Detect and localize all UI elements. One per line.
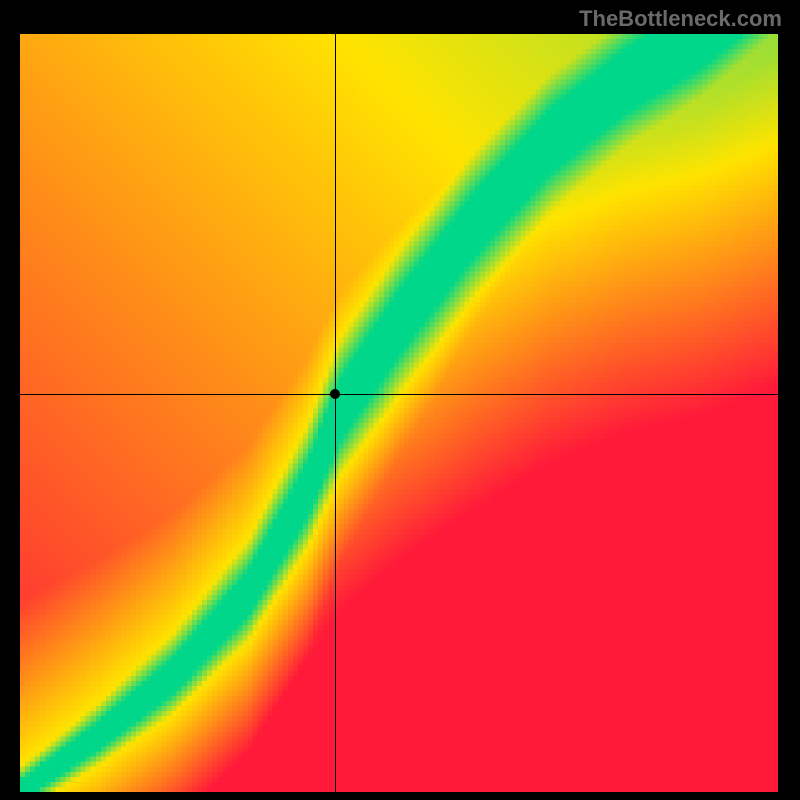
watermark-text: TheBottleneck.com <box>579 6 782 32</box>
crosshair-horizontal <box>20 394 778 395</box>
heatmap-canvas <box>20 34 778 792</box>
plot-area <box>20 34 778 792</box>
crosshair-vertical <box>335 34 336 792</box>
bottleneck-marker[interactable] <box>330 389 340 399</box>
bottleneck-chart: TheBottleneck.com <box>0 0 800 800</box>
